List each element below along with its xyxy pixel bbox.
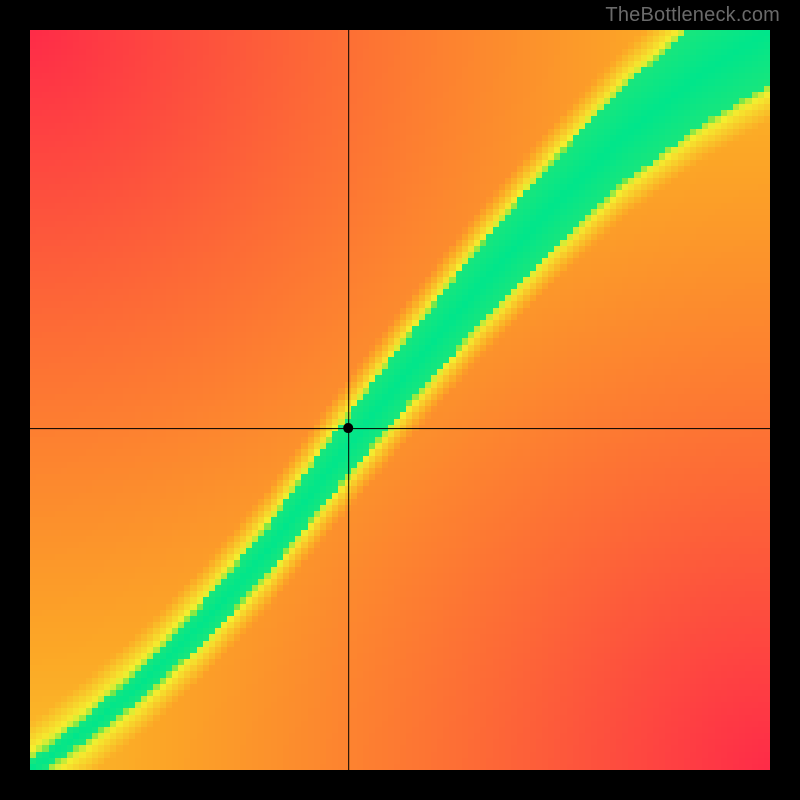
heatmap-canvas	[30, 30, 770, 770]
heatmap-plot	[30, 30, 770, 770]
watermark-text: TheBottleneck.com	[605, 4, 780, 27]
chart-container: TheBottleneck.com	[0, 0, 800, 800]
